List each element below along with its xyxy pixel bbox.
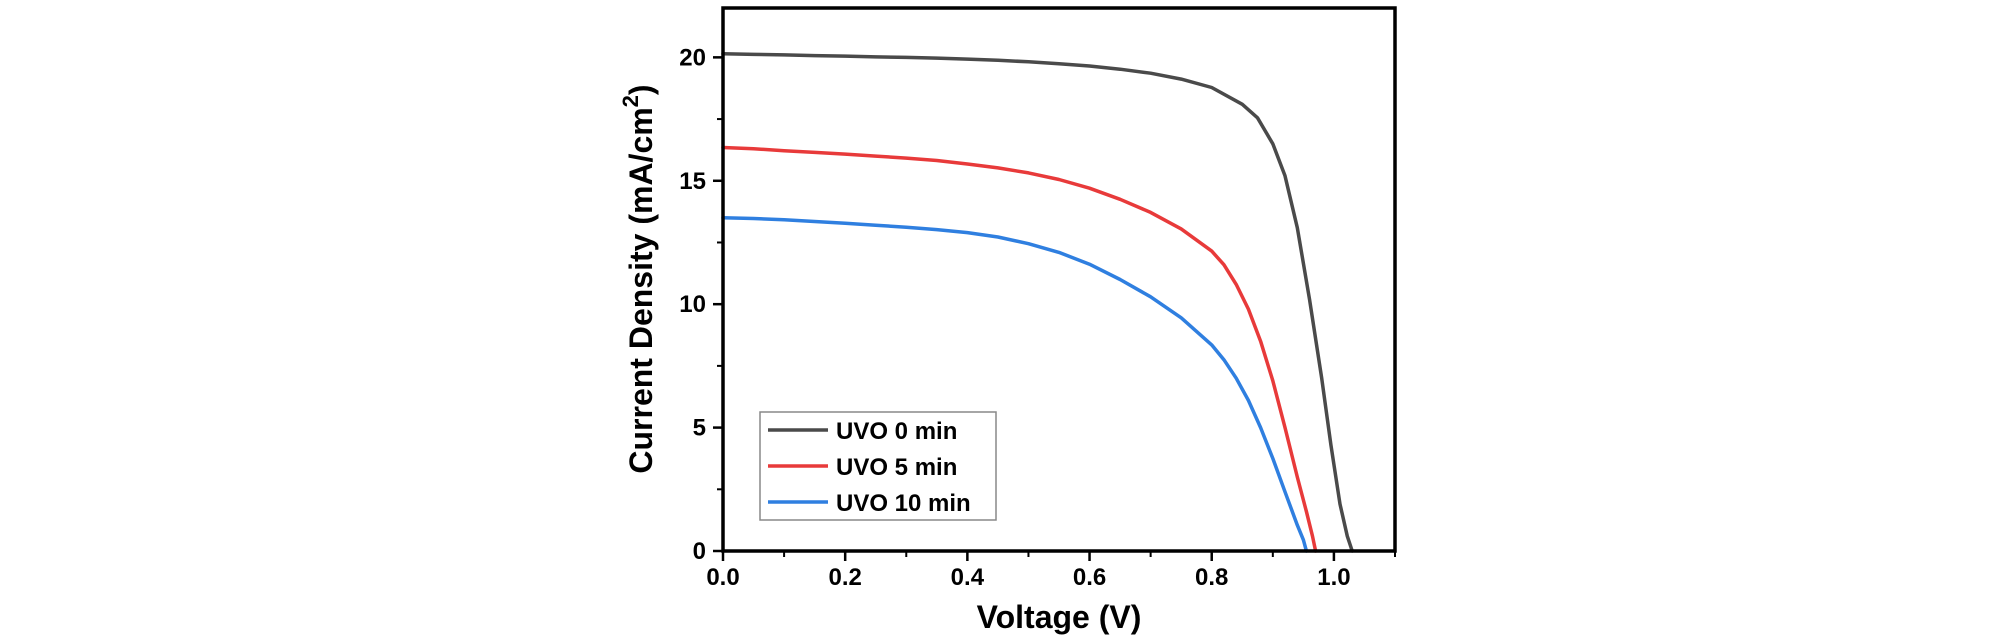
- legend-label: UVO 10 min: [836, 490, 971, 517]
- ticks-layer: 0.0 0.2 0.4 0.6 0.8 1.0 0 5 10 15 20: [679, 44, 1396, 591]
- x-tick-label: 0.0: [706, 564, 739, 591]
- series-layer: [721, 51, 1354, 553]
- y-tick-label: 5: [693, 415, 706, 442]
- series-line-uvo-10-min: [721, 216, 1309, 553]
- plot-frame: [721, 6, 1397, 553]
- series-line-uvo-0-min: [721, 51, 1354, 553]
- x-tick-label: 1.0: [1317, 564, 1350, 591]
- x-axis-title: Voltage (V): [977, 599, 1142, 635]
- x-tick-label: 0.4: [951, 564, 985, 591]
- x-tick-label: 0.6: [1073, 564, 1106, 591]
- series-line-uvo-5-min: [721, 145, 1318, 553]
- legend-label: UVO 5 min: [836, 454, 957, 481]
- y-tick-label: 0: [693, 538, 706, 565]
- y-axis-title-close: ): [623, 84, 659, 95]
- y-axis-title-superscript: 2: [618, 95, 643, 107]
- y-tick-label: 10: [679, 291, 706, 318]
- legend-label: UVO 0 min: [836, 418, 957, 445]
- legend: UVO 0 min UVO 5 min UVO 10 min: [759, 411, 997, 521]
- x-tick-label: 0.8: [1195, 564, 1228, 591]
- y-tick-label: 20: [679, 44, 706, 71]
- y-axis-title: Current Density (mA/cm2): [618, 84, 659, 473]
- y-tick-label: 15: [679, 168, 706, 195]
- y-axis-title-main: Current Density (mA/cm: [623, 107, 659, 473]
- x-tick-label: 0.2: [828, 564, 861, 591]
